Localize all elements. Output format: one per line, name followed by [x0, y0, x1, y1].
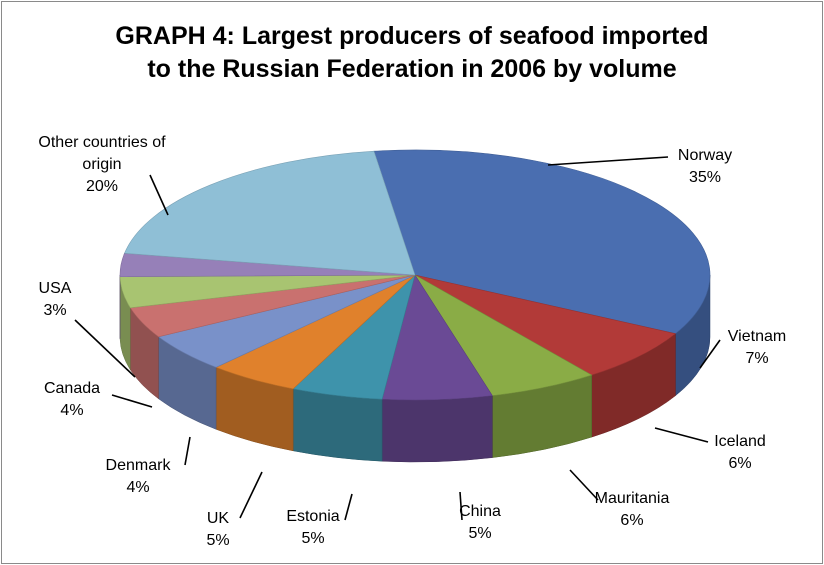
- value-label: 4%: [60, 402, 84, 419]
- data-label: USA 3%: [39, 278, 72, 322]
- leader-line: [699, 339, 721, 369]
- data-label: China 5%: [459, 501, 501, 545]
- leader-line: [459, 491, 463, 521]
- category-label: Vietnam: [727, 328, 787, 345]
- value-label: 3%: [43, 302, 67, 319]
- value-label: 5%: [301, 530, 325, 547]
- data-label: Iceland 6%: [714, 431, 766, 475]
- value-label: 7%: [745, 350, 769, 367]
- chart-title: GRAPH 4: Largest producers of seafood im…: [115, 22, 709, 83]
- category-label: UK: [206, 510, 230, 527]
- data-label: Canada 4%: [44, 378, 100, 422]
- leader-line: [184, 436, 191, 466]
- slice: [414, 274, 677, 376]
- data-label: Other countries of origin 20%: [32, 132, 172, 198]
- leader-line: [547, 156, 669, 166]
- category-label: China: [459, 503, 501, 520]
- leader-line: [569, 469, 599, 501]
- category-label: Estonia: [286, 508, 340, 525]
- value-label: 5%: [468, 525, 492, 542]
- slice-side: [381, 395, 493, 463]
- category-label: Iceland: [714, 433, 766, 450]
- leader-line: [149, 174, 169, 216]
- category-label: Mauritania: [594, 490, 670, 507]
- value-label: 5%: [206, 532, 230, 549]
- value-label: 6%: [620, 512, 644, 529]
- category-label: Denmark: [105, 457, 171, 474]
- value-label: 20%: [85, 178, 119, 195]
- data-label: UK 5%: [206, 508, 229, 552]
- leader-line: [344, 493, 353, 521]
- slice-side: [292, 388, 383, 462]
- leader-line: [111, 394, 153, 408]
- data-label: Vietnam 7%: [728, 326, 786, 370]
- value-label: 4%: [126, 479, 150, 496]
- leader-line: [239, 471, 263, 519]
- category-label: Canada: [43, 380, 101, 397]
- data-label: Estonia 5%: [286, 506, 339, 550]
- category-label: Other countries of origin: [38, 134, 166, 173]
- slice: [124, 150, 416, 276]
- value-label: 35%: [688, 169, 722, 186]
- value-label: 6%: [728, 455, 752, 472]
- category-label: USA: [38, 280, 72, 297]
- category-label: Norway: [677, 147, 733, 164]
- data-label: Mauritania 6%: [595, 488, 670, 532]
- leader-line: [654, 427, 709, 443]
- data-label: Norway 35%: [678, 145, 732, 189]
- leader-line: [74, 319, 136, 378]
- data-label: Denmark 4%: [106, 455, 171, 499]
- slice: [373, 149, 711, 335]
